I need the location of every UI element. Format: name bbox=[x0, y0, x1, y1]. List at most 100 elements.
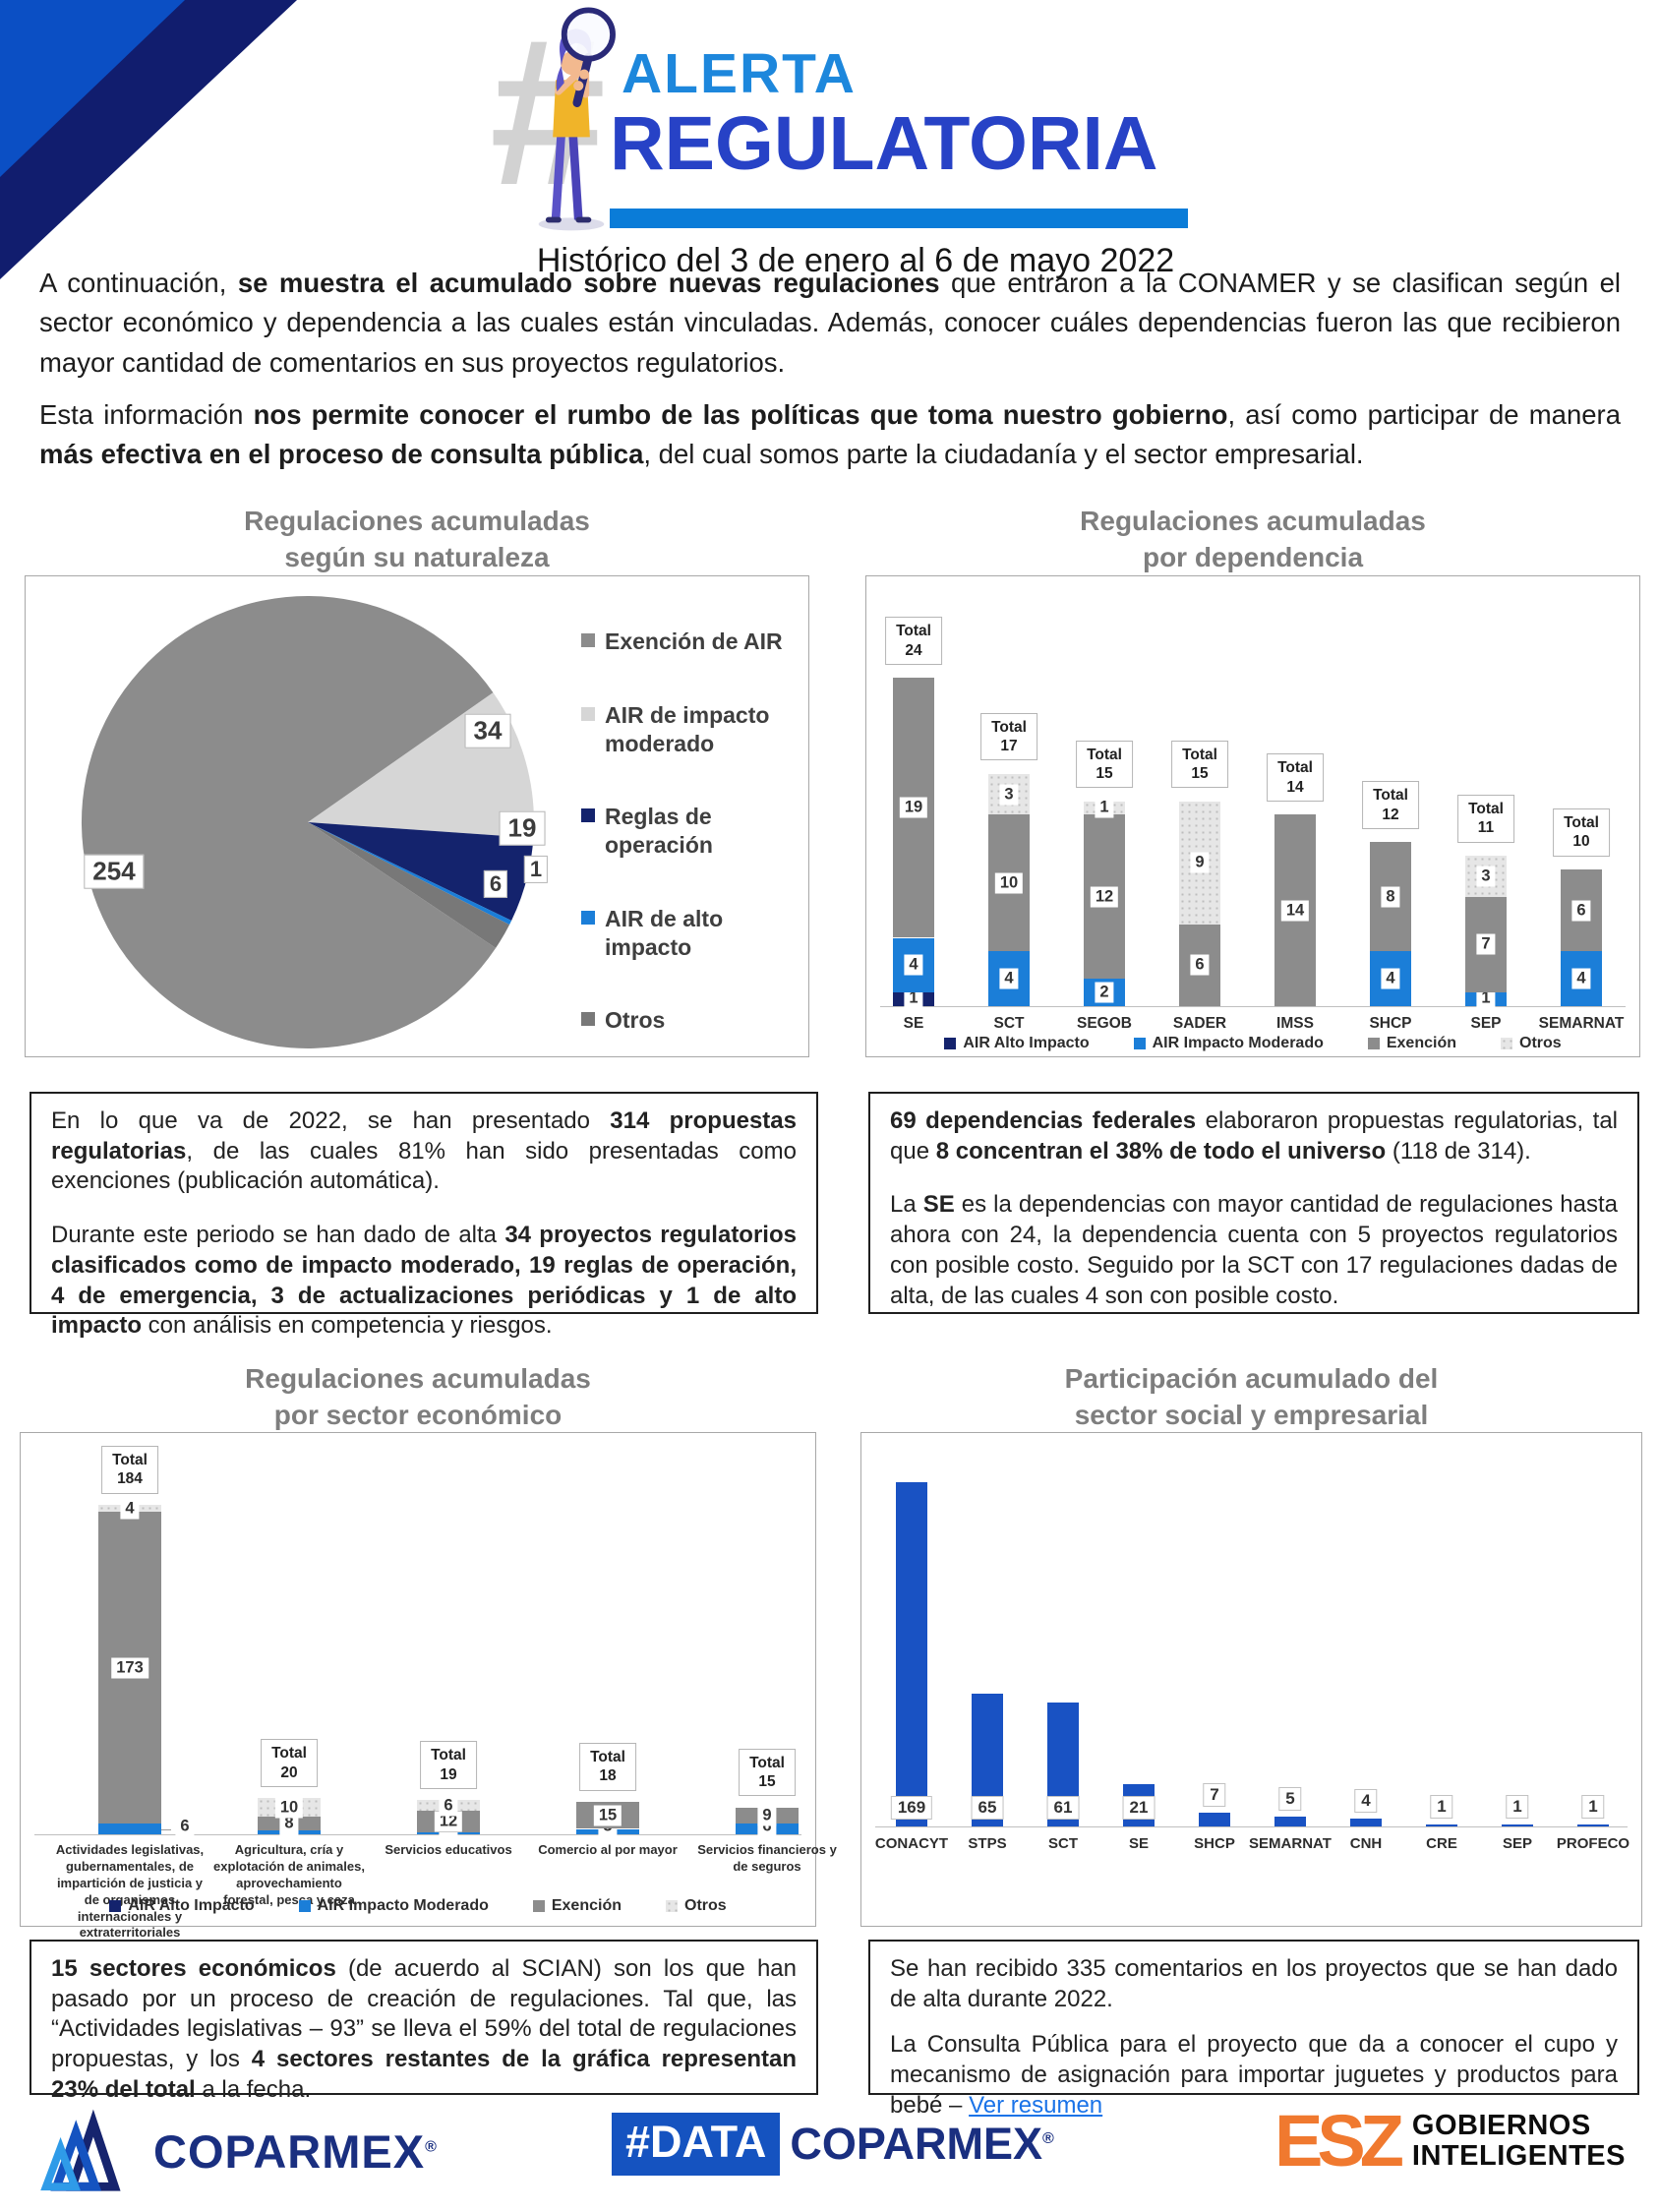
legend-swatch bbox=[944, 1038, 957, 1049]
value-label: 5 bbox=[1278, 1786, 1302, 1812]
pie-slice bbox=[308, 822, 510, 948]
axis-label: SEMARNAT bbox=[1538, 1015, 1625, 1032]
textbox-naturaleza: En lo que va de 2022, se han presentado … bbox=[30, 1092, 818, 1339]
logo-underline bbox=[610, 209, 1188, 228]
legend-label: AIR Alto Impacto bbox=[963, 1035, 1090, 1051]
legend-swatch bbox=[581, 1012, 595, 1027]
person-magnifier-illustration bbox=[538, 7, 616, 231]
pie-slice bbox=[308, 822, 534, 921]
textbox-sector-p1: 15 sectores económicos (de acuerdo al SC… bbox=[51, 1955, 797, 2103]
bar bbox=[1502, 1823, 1533, 1826]
total-label: Total 12 bbox=[1362, 781, 1419, 829]
legend-item: Exención de AIR bbox=[581, 628, 805, 656]
bar-segment bbox=[1465, 856, 1507, 897]
legend-swatch bbox=[581, 808, 595, 823]
axis-label: SEGOB bbox=[1077, 1015, 1132, 1032]
axis-label: CRE bbox=[1426, 1835, 1457, 1852]
legend-item: AIR Alto Impacto bbox=[944, 1035, 1090, 1052]
value-label: 8 bbox=[279, 1813, 299, 1834]
axis-label: SEP bbox=[1470, 1015, 1502, 1032]
axis-label: STPS bbox=[968, 1835, 1007, 1852]
chart-legend: AIR Alto Impacto AIR Impacto Moderado Exen… bbox=[21, 1897, 815, 1915]
x-axis bbox=[875, 1826, 1628, 1827]
legend-label: Otros bbox=[1519, 1035, 1562, 1051]
esz-logo: ESZ GOBIERNOS INTELIGENTES bbox=[1274, 2105, 1626, 2178]
legend-item: AIR Alto Impacto bbox=[109, 1897, 255, 1915]
axis-label: IMSS bbox=[1276, 1015, 1314, 1032]
axis-label: Servicios educativos bbox=[385, 1842, 512, 1857]
logo-alerta: ALERTA bbox=[622, 42, 857, 105]
total-value: 184 bbox=[117, 1470, 143, 1488]
total-value: 20 bbox=[280, 1764, 298, 1781]
textbox-comentarios-p2: La Consulta Pública para el proyecto que… bbox=[890, 2031, 1618, 2119]
total-label: Total 17 bbox=[980, 712, 1037, 761]
legend-swatch bbox=[581, 910, 595, 925]
legend-item: Exención bbox=[532, 1897, 622, 1915]
page-title: Histórico del 3 de enero al 6 de mayo 20… bbox=[536, 242, 1175, 279]
total-label: Total 18 bbox=[579, 1743, 636, 1791]
chart-legend: AIR Alto Impacto AIR Impacto Moderado Exen… bbox=[866, 1035, 1639, 1052]
legend-item: AIR Impacto Moderado bbox=[1133, 1035, 1324, 1052]
total-value: 18 bbox=[599, 1767, 617, 1785]
stacked-chart-dependencia: 1 4 19 Total 24 SE 4 10 3 Total 17 SCT 2 12 1 Total 15 SE… bbox=[865, 575, 1640, 1057]
coparmex-triangles-icon bbox=[40, 2109, 121, 2191]
total-label: Total 10 bbox=[1553, 808, 1610, 857]
textbox-comentarios-p1: Se han recibido 335 comentarios en los p… bbox=[890, 1955, 1618, 2012]
legend-item: AIR de impacto moderado bbox=[581, 701, 805, 758]
total-label: Total 11 bbox=[1457, 795, 1514, 843]
value-label: 6 bbox=[439, 1795, 458, 1817]
textbox-naturaleza-p2: Durante este periodo se han dado de alta… bbox=[51, 1222, 797, 1340]
axis-label: Servicios financieros y de seguros bbox=[697, 1842, 837, 1874]
value-label: 1 bbox=[1581, 1794, 1605, 1819]
callout-line bbox=[161, 1828, 171, 1830]
bar bbox=[1577, 1823, 1609, 1826]
axis-label: SEMARNAT bbox=[1249, 1835, 1332, 1852]
total-word: Total bbox=[590, 1749, 625, 1766]
legend-item: Otros bbox=[581, 1006, 805, 1035]
chart-title-dependencia: Regulaciones acumuladas por dependencia bbox=[1080, 506, 1426, 572]
total-label: Total 19 bbox=[420, 1741, 477, 1789]
data-coparmex-logo: #DATA COPARMEX® bbox=[612, 2113, 1054, 2176]
total-word: Total bbox=[1277, 759, 1313, 777]
stacked-chart-sector: 6 173 4 Total 184 Actividades legislativas, g… bbox=[20, 1432, 837, 1940]
legend-item: AIR Impacto Moderado bbox=[298, 1897, 489, 1915]
data-hashtag-badge: #DATA bbox=[612, 2113, 781, 2176]
total-word: Total bbox=[896, 623, 931, 640]
total-label: Total 14 bbox=[1267, 753, 1324, 803]
value-label: 7 bbox=[1476, 933, 1496, 955]
ver-resumen-link[interactable]: Ver resumen bbox=[969, 2091, 1103, 2119]
axis-label: Comercio al por mayor bbox=[538, 1842, 678, 1857]
registered-mark: ® bbox=[1042, 2130, 1054, 2147]
pie-slice bbox=[308, 822, 512, 926]
value-label: 169 bbox=[890, 1796, 933, 1821]
axis-label: SEP bbox=[1502, 1835, 1532, 1852]
legend-label: AIR de alto impacto bbox=[605, 905, 724, 960]
total-word: Total bbox=[749, 1754, 785, 1771]
legend-swatch bbox=[666, 1900, 678, 1912]
legend-item: Otros bbox=[666, 1897, 727, 1915]
axis-label: SCT bbox=[1048, 1835, 1078, 1852]
legend-label: Reglas de operación bbox=[605, 804, 713, 858]
legend-label: Exención bbox=[1386, 1035, 1456, 1051]
value-label: 10 bbox=[274, 1797, 304, 1819]
coparmex-wordmark: COPARMEX® bbox=[153, 2124, 438, 2178]
axis-label: PROFECO bbox=[1556, 1835, 1630, 1852]
total-label: Total 15 bbox=[1171, 740, 1228, 789]
value-label: 7 bbox=[1203, 1782, 1226, 1807]
textbox-naturaleza-p1: En lo que va de 2022, se han presentado … bbox=[51, 1107, 797, 1195]
total-label: Total 24 bbox=[885, 617, 942, 666]
total-word: Total bbox=[271, 1745, 307, 1763]
value-label: 4 bbox=[1571, 968, 1591, 989]
value-label: 1 bbox=[1430, 1794, 1453, 1819]
value-label: 61 bbox=[1046, 1796, 1080, 1821]
registered-mark: ® bbox=[425, 2137, 438, 2155]
total-label: Total 15 bbox=[739, 1748, 796, 1797]
value-label: 21 bbox=[1122, 1796, 1155, 1821]
axis-label: SHCP bbox=[1194, 1835, 1235, 1852]
total-word: Total bbox=[1468, 801, 1504, 818]
bar-segment bbox=[988, 773, 1030, 815]
axis-label: SHCP bbox=[1369, 1015, 1412, 1032]
axis-label: Agricultura, cría y explotación de anima… bbox=[213, 1842, 365, 1907]
pie-value-label: 34 bbox=[464, 713, 511, 748]
